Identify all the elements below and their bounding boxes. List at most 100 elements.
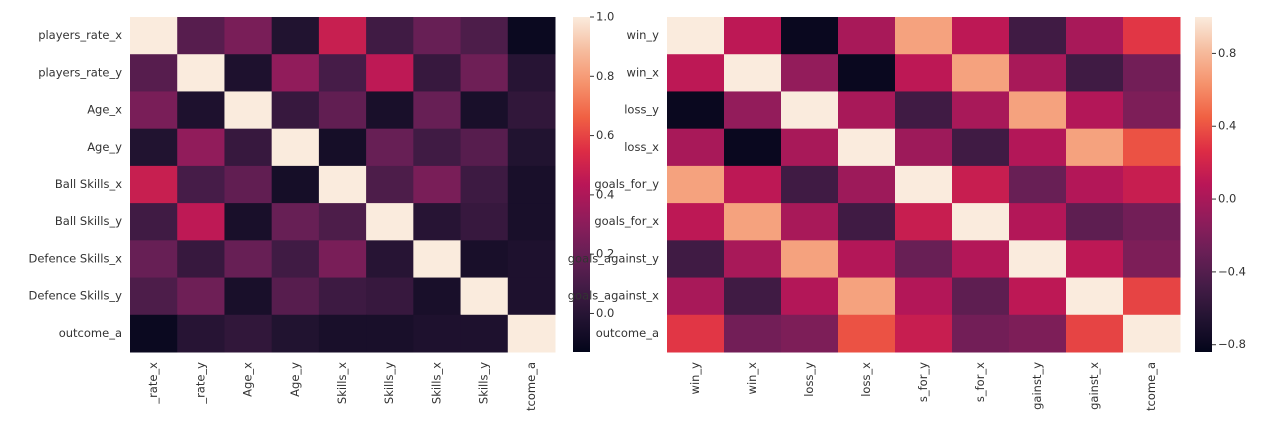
heatmap-cell (177, 54, 225, 92)
heatmap-cell (224, 17, 273, 55)
heatmap-cell (724, 240, 782, 279)
colorbar-tick-label: 0.0 (1218, 192, 1236, 206)
heatmap-cell (413, 128, 462, 167)
heatmap-cell (1123, 240, 1181, 279)
heatmap-cell (952, 240, 1010, 279)
x-tick-label: s_for_y (916, 362, 930, 402)
colorbar (573, 17, 590, 352)
heatmap-cell (895, 17, 953, 55)
heatmap-cell (460, 203, 509, 241)
heatmap-cell (838, 165, 896, 204)
heatmap-cell (130, 17, 178, 55)
heatmap-cell (318, 17, 367, 55)
heatmap-cell (895, 277, 953, 316)
heatmap-cell (318, 54, 367, 92)
heatmap-cell (667, 277, 725, 316)
heatmap-cell (1009, 54, 1067, 92)
heatmap-cell (952, 165, 1010, 204)
heatmap-cell (895, 54, 953, 92)
heatmap-cell (838, 277, 896, 316)
y-tick-label: Defence Skills_x (29, 251, 123, 265)
heatmap-cell (460, 128, 509, 167)
heatmap-cell (1009, 240, 1067, 279)
x-tick-label: loss_y (802, 362, 816, 397)
heatmap-cell (952, 128, 1010, 167)
heatmap-cell (366, 314, 414, 353)
heatmap-cell (413, 240, 462, 279)
heatmap-cell (781, 240, 839, 279)
heatmap-cell (1066, 165, 1124, 204)
heatmap-cell (781, 203, 839, 241)
heatmap-cell (1009, 277, 1067, 316)
heatmap-cell (177, 128, 225, 167)
heatmap-cell (1009, 17, 1067, 55)
heatmap-cell (507, 128, 556, 167)
heatmap-cell (271, 277, 320, 316)
heatmap-cell (724, 203, 782, 241)
heatmap-cell (952, 54, 1010, 92)
colorbar (1195, 17, 1212, 352)
heatmap-cell (1066, 203, 1124, 241)
heatmap-cell (667, 128, 725, 167)
heatmap-cell (781, 17, 839, 55)
heatmap-cell (271, 203, 320, 241)
x-tick-label: tcome_a (524, 362, 538, 411)
heatmap-cell (224, 128, 273, 167)
y-tick-label: Defence Skills_y (29, 289, 123, 303)
heatmap-cell (507, 54, 556, 92)
heatmap-cell (1066, 240, 1124, 279)
heatmap-cell (366, 240, 414, 279)
heatmap-cell (224, 203, 273, 241)
colorbar-tick-label: 0.4 (596, 187, 614, 201)
y-tick-label: goals_for_y (594, 177, 659, 191)
heatmap-cell (1066, 54, 1124, 92)
y-tick-label: Ball Skills_y (55, 214, 122, 228)
colorbar-tick-label: 0.8 (1218, 46, 1236, 60)
colorbar-tick-label: 1.0 (596, 10, 614, 24)
heatmap-cell (507, 17, 556, 55)
x-tick-label: _rate_x (146, 362, 160, 405)
heatmap-cell (1123, 203, 1181, 241)
x-tick-label: Skills_x (429, 362, 443, 404)
heatmap-cell (507, 277, 556, 316)
heatmap-cell (1009, 91, 1067, 130)
heatmap-cell (224, 277, 273, 316)
colorbar-tick-label: 0.4 (1218, 119, 1236, 133)
y-tick-label: win_x (627, 65, 660, 79)
heatmap-cell (271, 128, 320, 167)
heatmap-cell (460, 165, 509, 204)
x-tick-label: Skills_x (335, 362, 349, 404)
heatmap-cell (271, 91, 320, 130)
x-tick-label: _rate_y (193, 362, 207, 405)
heatmap-cell (271, 54, 320, 92)
heatmap-cell (318, 165, 367, 204)
x-tick-label: s_for_x (973, 362, 987, 402)
heatmap-cell (838, 91, 896, 130)
heatmap-cell (1009, 128, 1067, 167)
heatmap-cell (1123, 165, 1181, 204)
heatmap-cell (1123, 277, 1181, 316)
heatmap-cell (781, 91, 839, 130)
heatmap-cell (224, 91, 273, 130)
y-tick-label: goals_for_x (594, 214, 659, 228)
heatmap-cell (895, 203, 953, 241)
heatmap-cell (1066, 277, 1124, 316)
heatmap-cell (224, 240, 273, 279)
heatmap-cell (781, 165, 839, 204)
heatmap-cell (724, 314, 782, 353)
heatmap-cell (724, 277, 782, 316)
colorbar-tick-label: 0.0 (596, 306, 614, 320)
colorbar-tick-label: 0.6 (596, 128, 614, 142)
heatmap-cell (366, 17, 414, 55)
x-tick-label: loss_x (859, 362, 873, 397)
colorbar-tick-label: 0.8 (596, 69, 614, 83)
heatmap-cell (667, 54, 725, 92)
x-tick-label: Skills_y (477, 362, 491, 404)
heatmap-cell (318, 203, 367, 241)
heatmap-cell (667, 240, 725, 279)
heatmap-cell (177, 17, 225, 55)
heatmap-cell (177, 314, 225, 353)
heatmap-cell (507, 91, 556, 130)
heatmap-cell (1123, 91, 1181, 130)
heatmap-cell (413, 17, 462, 55)
